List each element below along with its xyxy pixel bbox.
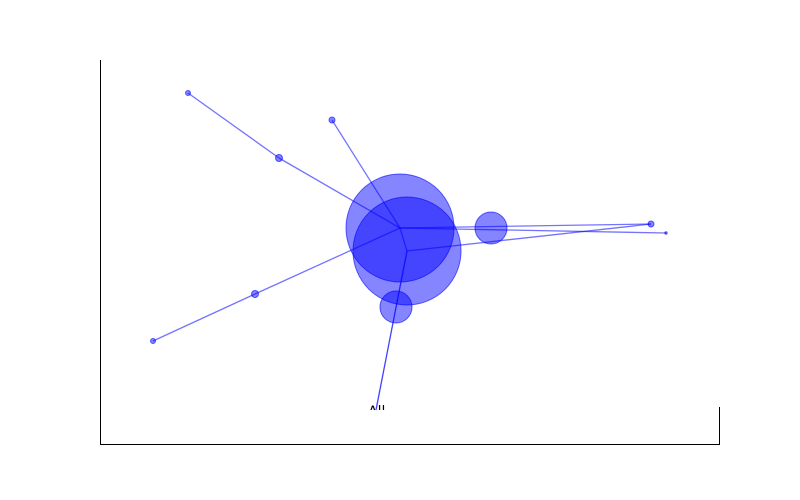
node-bottom-medium [379,290,413,324]
edge [254,227,401,295]
node-small [647,220,655,228]
edge [399,223,652,229]
plot-axes [100,60,720,445]
node-small [150,338,156,344]
edge [187,92,280,159]
graph-nodes [150,90,668,344]
node-small [664,231,668,235]
edge [399,227,667,234]
node-hub-lower [352,196,462,306]
node-small [328,116,336,124]
node-small [251,290,259,298]
edge [375,250,408,411]
edge [278,157,401,229]
node-right-medium [474,211,508,245]
edge [399,227,408,252]
label-clip-mask [360,410,400,420]
edge [331,119,401,229]
edge [152,293,256,342]
node-small [275,154,283,162]
edge [406,223,652,252]
node-small [185,90,191,96]
graph-edges [152,92,667,411]
